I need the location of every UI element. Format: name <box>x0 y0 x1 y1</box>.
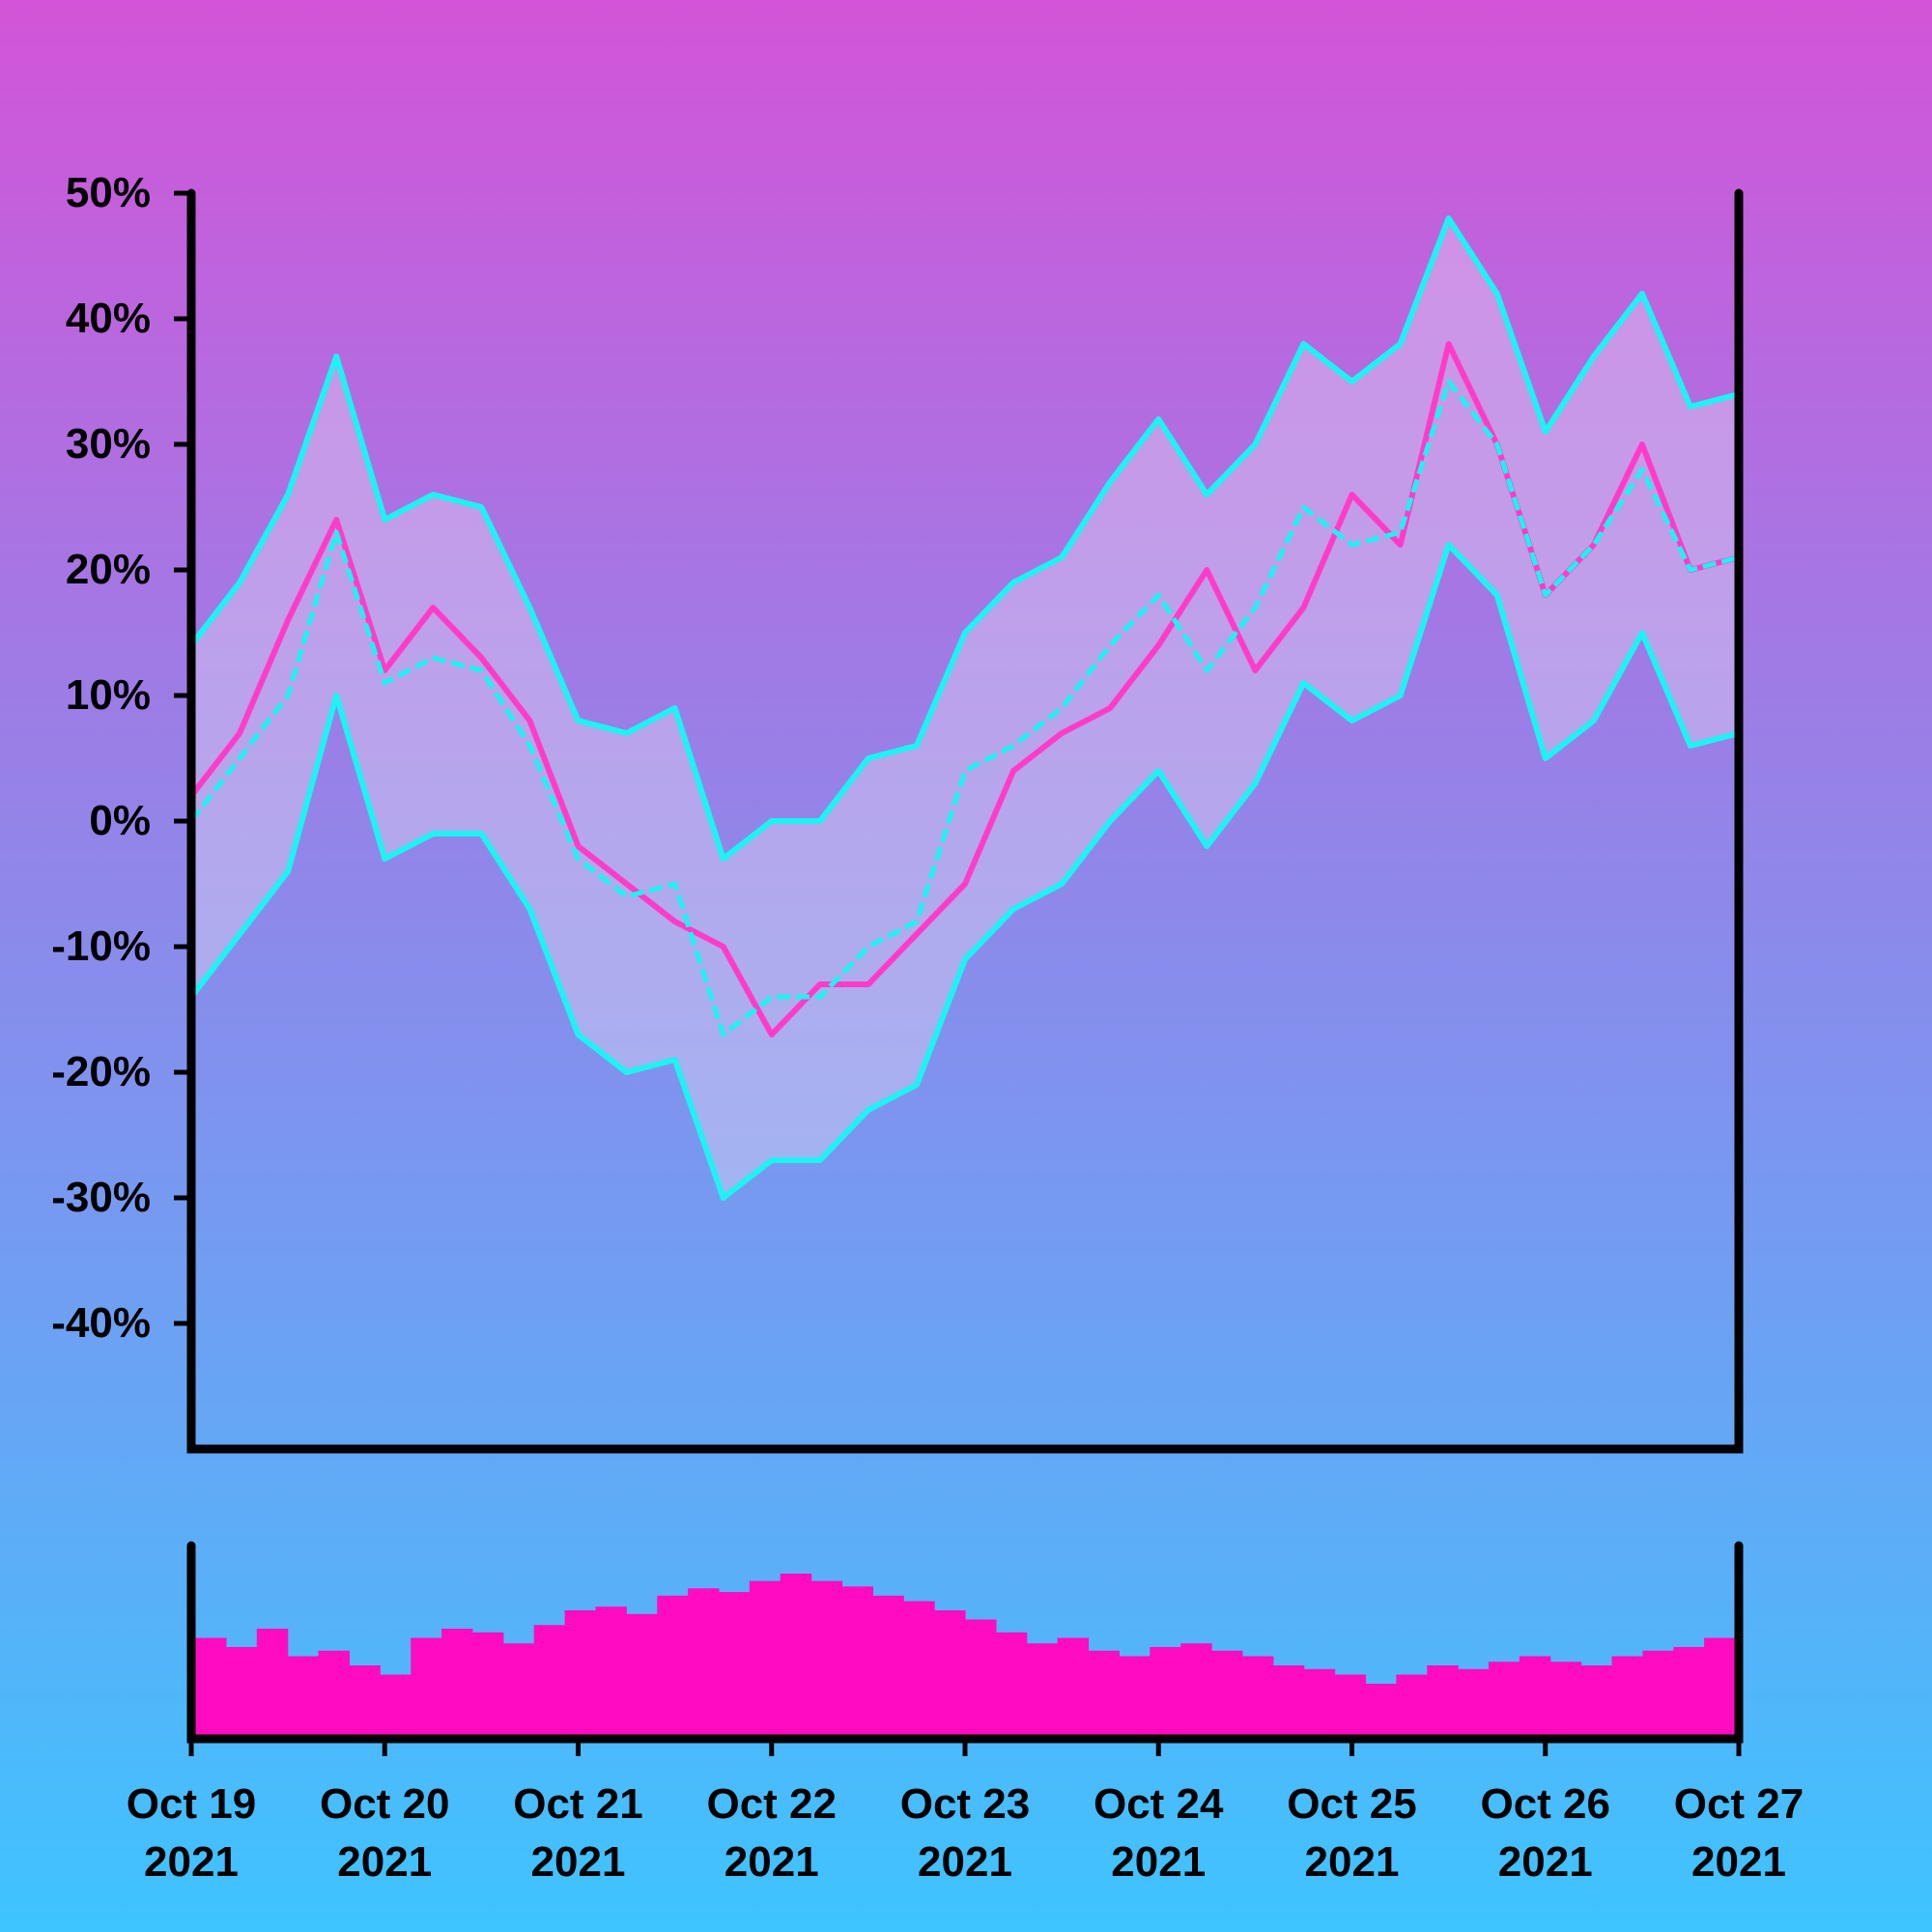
y-tick-label: -10% <box>51 923 151 970</box>
y-tick-label: -20% <box>51 1048 151 1095</box>
volume-bar <box>995 1632 1028 1739</box>
y-tick-label: 50% <box>66 169 151 216</box>
volume-bar <box>1704 1637 1736 1739</box>
band-upper-line <box>188 215 1740 862</box>
volume-bar <box>872 1595 904 1739</box>
volume-bar <box>1334 1674 1367 1739</box>
volume-bar <box>195 1637 227 1739</box>
x-tick-year: 2021 <box>1498 1838 1593 1886</box>
y-tick-label: 0% <box>89 797 151 844</box>
volume-bar <box>595 1606 627 1739</box>
volume-bar <box>1673 1647 1705 1739</box>
x-axis-ticks: Oct 19 2021 Oct 20 2021 Oct 21 2021 Oct 22 2021… <box>127 1739 1804 1886</box>
y-tick-label: 20% <box>66 546 151 593</box>
volume-bar <box>1489 1662 1520 1739</box>
x-tick-label: Oct 19 <box>127 1780 257 1828</box>
volume-bar <box>256 1629 289 1739</box>
volume-bar <box>1365 1684 1397 1739</box>
x-tick-label: Oct 22 <box>706 1780 837 1828</box>
volume-bar <box>1026 1643 1059 1739</box>
volume-bar <box>1150 1647 1181 1739</box>
volume-bar <box>841 1586 873 1739</box>
x-tick-label: Oct 23 <box>900 1780 1031 1828</box>
y-tick-label: 40% <box>66 295 151 342</box>
volume-bar <box>349 1665 381 1739</box>
band-lower-line <box>188 542 1740 1201</box>
volume-bar <box>1272 1665 1305 1739</box>
volume-bar <box>1580 1665 1613 1739</box>
volume-bar <box>1241 1656 1274 1739</box>
volume-bar <box>564 1610 597 1739</box>
volume-bar <box>749 1580 781 1739</box>
y-axis-ticks: 50% 40% 30% 20% 10% 0% -10% -20% -30% -40% <box>51 169 191 1347</box>
volume-bar <box>441 1629 473 1739</box>
y-tick-label: 30% <box>66 420 151 468</box>
main-panel <box>188 215 1740 1201</box>
volume-bar <box>1519 1656 1551 1739</box>
volume-bar <box>1458 1668 1490 1739</box>
x-tick-label: Oct 24 <box>1094 1780 1224 1828</box>
x-tick-label: Oct 20 <box>320 1780 450 1828</box>
volume-bar <box>411 1637 442 1739</box>
x-tick-label: Oct 25 <box>1287 1780 1417 1828</box>
volume-bar <box>1549 1662 1582 1739</box>
x-tick-year: 2021 <box>1111 1838 1206 1886</box>
band-fill <box>191 218 1739 1198</box>
volume-bar <box>1427 1665 1459 1739</box>
x-tick-year: 2021 <box>1305 1838 1400 1886</box>
y-tick-label: -30% <box>51 1174 151 1221</box>
volume-bar <box>471 1632 504 1739</box>
volume-bar <box>287 1656 320 1739</box>
volume-bar <box>1396 1674 1428 1739</box>
x-tick-year: 2021 <box>918 1838 1012 1886</box>
volume-bar <box>934 1610 966 1739</box>
x-tick-year: 2021 <box>531 1838 626 1886</box>
x-tick-year: 2021 <box>724 1838 819 1886</box>
volume-bar <box>780 1574 812 1739</box>
volume-bar <box>1611 1656 1643 1739</box>
volume-bar <box>318 1650 350 1739</box>
volume-bar <box>810 1580 843 1739</box>
volume-bar <box>688 1588 720 1739</box>
volume-bar <box>1119 1656 1151 1739</box>
volume-bar <box>1211 1650 1243 1739</box>
volume-bar <box>533 1625 566 1739</box>
volume-bar <box>965 1619 997 1739</box>
y-tick-label: -40% <box>51 1299 151 1347</box>
x-tick-label: Oct 21 <box>513 1780 643 1828</box>
volume-bar <box>1088 1650 1120 1739</box>
volume-bar <box>657 1595 689 1739</box>
volume-bar <box>719 1592 751 1739</box>
volume-bar <box>1642 1650 1674 1739</box>
volume-bar <box>1303 1668 1336 1739</box>
volume-bar <box>626 1613 658 1739</box>
x-tick-label: Oct 27 <box>1674 1780 1804 1828</box>
volume-bar <box>380 1674 412 1739</box>
volume-panel <box>195 1574 1736 1739</box>
price-line <box>188 341 1740 1037</box>
volume-bar <box>1057 1637 1090 1739</box>
volume-bar <box>225 1647 258 1739</box>
y-tick-label: 10% <box>66 671 151 719</box>
x-tick-year: 2021 <box>337 1838 432 1886</box>
x-tick-label: Oct 26 <box>1480 1780 1610 1828</box>
volume-bar <box>1180 1643 1212 1739</box>
x-tick-year: 2021 <box>1691 1838 1786 1886</box>
volume-bar <box>502 1643 535 1739</box>
x-tick-year: 2021 <box>144 1838 239 1886</box>
volume-bar <box>903 1601 935 1739</box>
